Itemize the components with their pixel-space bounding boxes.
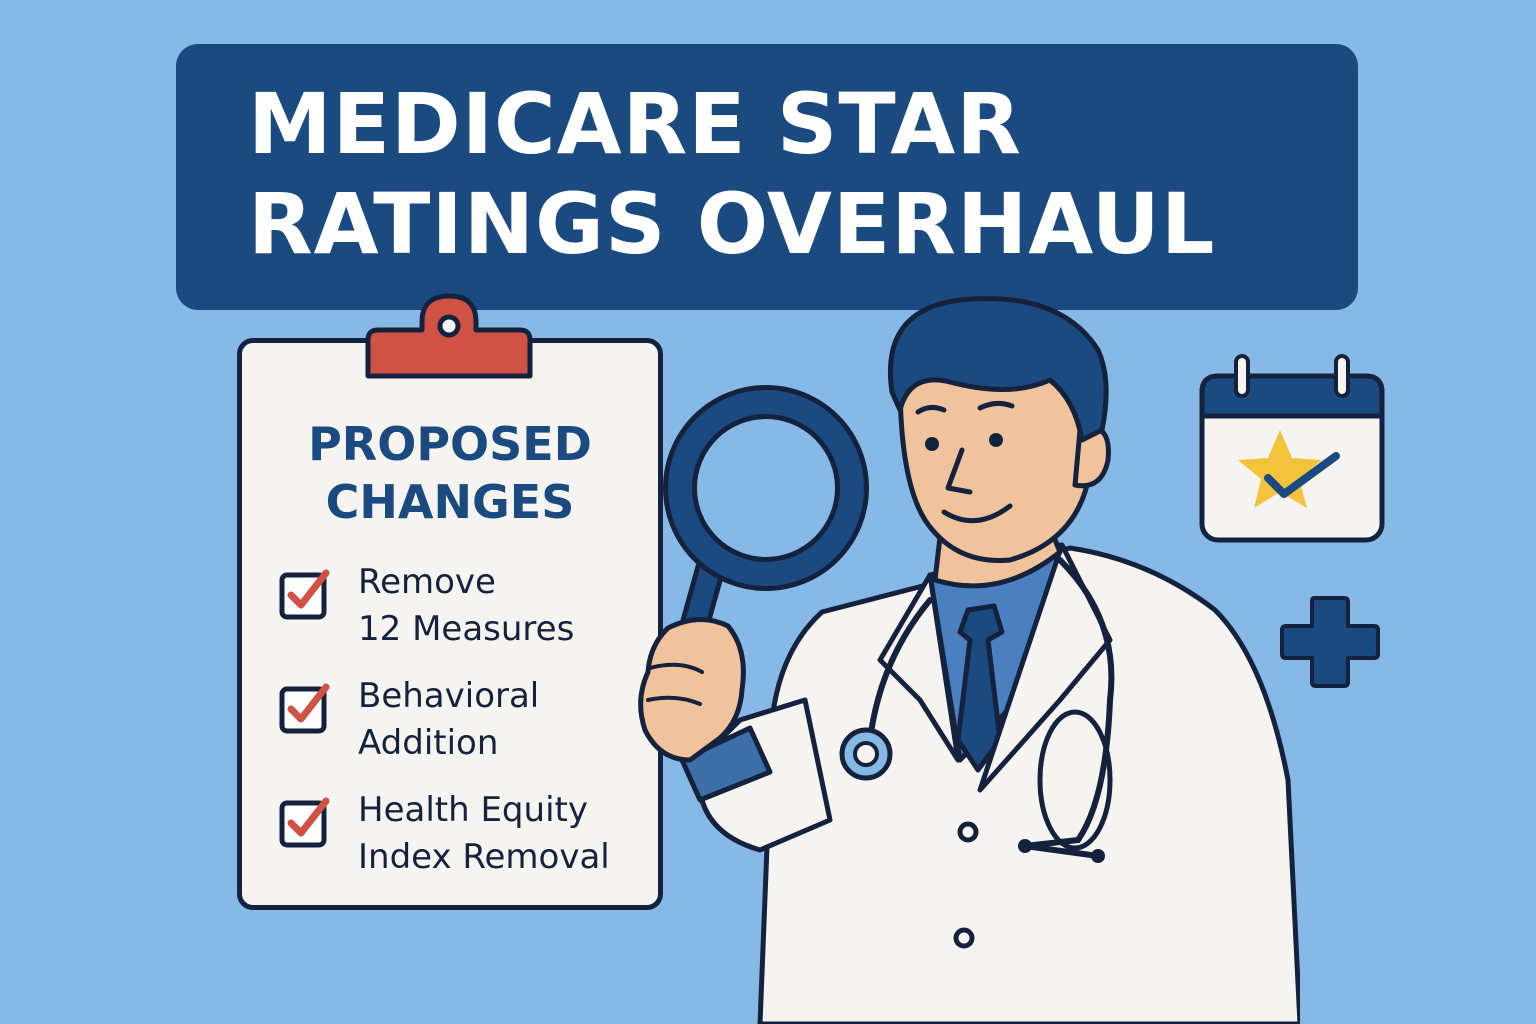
list-item: Remove 12 Measures [278,559,658,673]
list-item-line-1: Health Equity [358,790,588,830]
clipboard-heading: PROPOSED CHANGES [242,415,658,531]
red-checkmark-icon [279,797,330,848]
clipboard-heading-line-1: PROPOSED [308,417,592,471]
red-checkmark-icon [279,683,330,734]
page-title: MEDICARE STAR RATINGS OVERHAUL [248,74,1215,274]
list-item-line-2: Addition [358,723,499,763]
list-item-text: Health Equity Index Removal [358,787,610,881]
title-line-2: RATINGS OVERHAUL [248,175,1216,273]
list-item-line-1: Behavioral [358,676,540,716]
clipboard-clip-icon [365,293,533,379]
title-line-1: MEDICARE STAR [248,75,1022,173]
calendar-star-icon [1199,354,1385,543]
list-item: Health Equity Index Removal [278,787,658,901]
list-item: Behavioral Addition [278,673,658,787]
clipboard-heading-line-2: CHANGES [325,475,575,529]
doctor-illustration [638,296,1300,1024]
list-item-line-1: Remove [358,562,496,602]
list-item-text: Remove 12 Measures [358,559,574,653]
list-item-text: Behavioral Addition [358,673,539,767]
clipboard: PROPOSED CHANGES Remove 12 Measures Beha… [237,338,663,910]
plus-icon [1280,596,1380,688]
title-banner: MEDICARE STAR RATINGS OVERHAUL [176,44,1358,310]
list-item-line-2: Index Removal [358,837,610,877]
changes-checklist: Remove 12 Measures Behavioral Addition H… [278,559,658,901]
red-checkmark-icon [279,569,330,620]
list-item-line-2: 12 Measures [358,609,575,649]
